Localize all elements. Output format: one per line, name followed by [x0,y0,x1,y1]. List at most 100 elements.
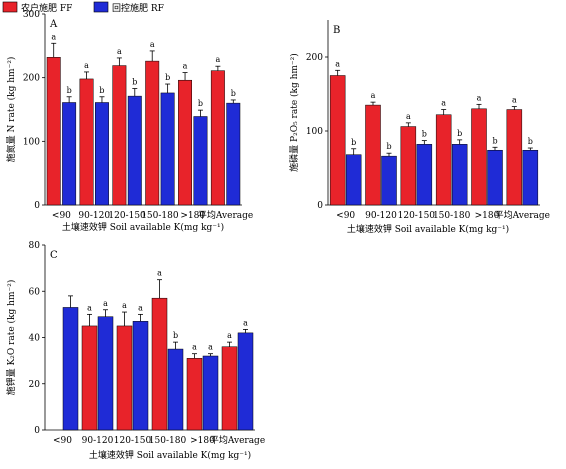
pb-significance-label: a [441,99,446,108]
pa-significance-label: a [51,32,56,41]
pa-significance-label: b [99,86,104,95]
pb-bar-rf [522,149,539,206]
pc-bar-rf [237,332,254,431]
pc-y-tick-label: 0 [34,426,40,436]
pa-bar-rf [95,102,109,206]
pb-y-tick-label: 0 [317,201,323,211]
pb-bar-rf [416,144,433,206]
pc-bar-rf [62,307,79,431]
pb-x-tick-label: >180 [475,211,500,221]
pc-bar-rf [167,348,184,431]
pa-x-tick-label: 150-180 [141,211,179,221]
pc-x-tick-label: 平均Average [210,434,265,446]
pa-significance-label: b [165,73,170,82]
pa-bar-ff [210,70,225,206]
pc-significance-label: a [138,303,143,312]
pc-bar-ff [116,325,133,431]
pa-bar-rf [193,116,208,206]
pc-significance-label: b [173,331,178,340]
pb-bar-ff [471,108,487,206]
pc-significance-label: a [87,303,92,312]
pc-y-tick-label: 20 [29,380,41,390]
legend: 农户施肥 FF 回控施肥 RF [2,1,164,14]
legend-swatch-ff [2,1,18,13]
pb-y-axis-title: 施磷量 P₂O₅ rate (kg hm⁻²) [288,53,300,172]
pb-bar-ff [400,126,417,206]
pa-bar-rf [127,95,142,206]
pb-bar-rf [345,154,362,206]
pa-bar-ff [112,65,127,206]
pb-x-tick-label: <90 [336,211,355,221]
legend-label-rf: 回控施肥 RF [112,2,164,14]
pc-x-tick-label: 120-150 [114,436,152,446]
pa-y-tick-label: 300 [23,10,40,20]
pc-y-axis-title: 施钾量 K₂O rate (kg hm⁻²) [5,280,17,396]
pa-significance-label: b [198,99,203,108]
pc-significance-label: a [192,343,197,352]
pc-bar-rf [97,316,114,431]
pc-bar-rf [132,321,149,431]
pc-significance-label: a [208,343,213,352]
pa-bar-ff [46,57,61,206]
pa-bar-ff [145,60,160,206]
pa-significance-label: b [231,89,236,98]
pb-significance-label: b [351,138,356,147]
pa-bar-ff [79,78,94,206]
pb-significance-label: b [422,130,427,139]
pb-x-tick-label: 150-180 [433,211,471,221]
pc-bar-ff [221,346,238,431]
pc-bar-ff [81,325,98,431]
legend-swatch-rf [93,1,109,13]
pb-significance-label: a [406,112,411,121]
pa-significance-label: a [183,62,188,71]
pb-y-tick-label: 200 [306,53,323,63]
pa-y-tick-label: 100 [23,137,40,147]
pb-significance-label: b [528,137,533,146]
pa-significance-label: b [67,86,72,95]
legend-label-ff: 农户施肥 FF [21,2,72,14]
pb-panel-label: B [333,25,340,36]
pc-y-tick-label: 40 [29,334,41,344]
x-axis-title-b: 土壤速效钾 Soil available K(mg kg⁻¹) [347,223,509,235]
pa-significance-label: a [117,47,122,56]
pc-y-tick-label: 60 [29,287,41,297]
pa-bar-rf [226,102,241,206]
pb-bar-ff [329,75,346,206]
x-axis-title-c: 土壤速效钾 Soil available K(mg kg⁻¹) [89,449,251,461]
pb-significance-label: a [512,96,517,105]
x-axis-title-a: 土壤速效钾 Soil available K(mg kg⁻¹) [62,221,224,233]
pa-y-axis-title: 施氮量 N rate (kg hm⁻²) [5,57,17,163]
pb-y-tick-label: 100 [306,127,323,137]
pb-x-tick-label: 平均Average [495,209,550,221]
pa-panel-label: A [49,19,58,30]
pa-x-tick-label: >180 [180,211,205,221]
pb-significance-label: a [371,91,376,100]
pc-bar-ff [186,358,203,431]
pc-panel-label: C [50,250,58,261]
pa-y-tick-label: 0 [34,201,40,211]
pa-x-tick-label: 平均Average [198,209,253,221]
pa-y-tick-label: 200 [23,74,40,84]
pb-significance-label: a [335,59,340,68]
pc-x-tick-label: 150-180 [149,436,187,446]
pa-x-tick-label: <90 [52,211,71,221]
pc-significance-label: a [122,301,127,310]
pb-x-tick-label: 90-120 [365,211,397,221]
pc-x-tick-label: <90 [53,436,72,446]
pc-significance-label: a [227,331,232,340]
pa-bar-rf [160,92,175,206]
pc-significance-label: a [157,269,162,278]
pb-significance-label: b [457,129,462,138]
pb-significance-label: a [477,93,482,102]
pb-x-tick-label: 120-150 [398,211,436,221]
pa-significance-label: a [150,40,155,49]
pa-bar-rf [62,102,77,206]
pa-significance-label: b [132,77,137,86]
pa-bar-ff [178,79,192,206]
pb-significance-label: b [492,136,497,145]
pc-bar-ff [151,297,168,431]
pb-bar-ff [365,104,381,206]
pa-significance-label: a [215,55,220,64]
